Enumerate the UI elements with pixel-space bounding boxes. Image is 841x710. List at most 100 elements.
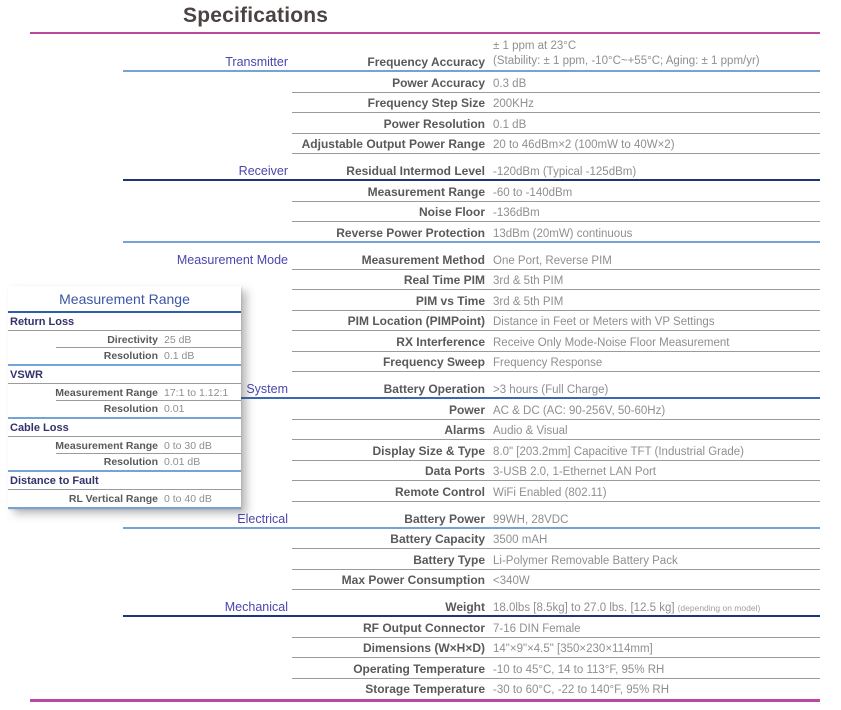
row-label: Max Power Consumption (341, 573, 485, 587)
sidebar-row: Resolution 0.01 dB (8, 454, 241, 471)
row-label: Measurement Method (361, 252, 485, 267)
row-separator (123, 615, 820, 617)
spec-row: RF Output Connector 7-16 DIN Female (0, 617, 820, 638)
row-value: 14"×9"×4.5" [350×230×114mm] (485, 643, 820, 655)
sidebar-row-label: Measurement Range (55, 386, 158, 399)
row-label: Alarms (444, 423, 485, 437)
row-value-text: One Port, Reverse PIM (493, 254, 612, 267)
section-label: System (246, 382, 288, 396)
row-value-text: -136dBm (493, 207, 540, 219)
row-separator (123, 397, 820, 399)
sidebar-group: Distance to Fault RL Vertical Range 0 to 4… (8, 470, 241, 509)
sidebar-row: Measurement Range 0 to 30 dB (8, 437, 241, 454)
sidebar-row-value: 0.1 dB (164, 350, 195, 362)
spec-row: Remote Control WiFi Enabled (802.11) (0, 481, 820, 502)
sidebar-row-separator (56, 346, 241, 348)
spec-row: Transmitter Frequency Accuracy ± 1 ppm at … (0, 38, 820, 72)
row-value: One Port, Reverse PIM (485, 255, 820, 267)
title-rule-top (30, 32, 820, 34)
sidebar-row: Measurement Range 17:1 to 1.12:1 (8, 384, 241, 401)
row-label: Noise Floor (418, 205, 485, 219)
row-label: Remote Control (395, 484, 485, 499)
row-label: Power Resolution (383, 116, 485, 131)
sidebar-row-value: 25 dB (164, 333, 192, 346)
row-separator (292, 371, 820, 372)
row-label: Real Time PIM (403, 273, 485, 287)
row-separator (292, 350, 820, 352)
row-value-text: 8.0" [203.2mm] Capacitive TFT (Industria… (493, 445, 745, 458)
spec-row: Battery Capacity 3500 mAH (0, 529, 820, 549)
sidebar-group-header: VSWR (8, 366, 241, 384)
row-separator (292, 91, 820, 93)
row-separator (292, 153, 820, 154)
row-label: Reverse Power Protection (336, 225, 485, 240)
page-title: Specifications (183, 4, 329, 27)
row-value-text: WiFi Enabled (802.11) (493, 486, 607, 499)
row-separator (292, 480, 820, 481)
row-value-text: >3 hours (Full Charge) (493, 384, 609, 396)
row-separator (292, 568, 820, 570)
spec-row: RX Interference Receive Only Mode-Noise F… (0, 331, 820, 352)
row-value-text: Receive Only Mode-Noise Floor Measuremen… (493, 336, 730, 349)
row-value: Distance in Feet or Meters with VP Setti… (485, 316, 820, 328)
row-value-text: Audio & Visual (493, 425, 568, 437)
sidebar-row-label: Resolution (103, 456, 158, 468)
spec-row: Operating Temperature -10 to 45°C, 14 to … (0, 658, 820, 679)
row-label: Dimensions (W×H×D) (362, 641, 485, 655)
row-value-text: -60 to -140dBm (493, 186, 573, 199)
row-separator (292, 200, 820, 202)
sidebar-row-separator (56, 452, 241, 454)
sidebar-row-value: 17:1 to 1.12:1 (164, 386, 229, 399)
spec-row: Measurement Mode Measurement Method One Po… (0, 243, 820, 270)
row-value-text: AC & DC (AC: 90-256V, 50-60Hz) (493, 404, 666, 417)
row-label: Measurement Range (367, 184, 485, 199)
row-separator (123, 70, 820, 72)
sidebar-group-header: Cable Loss (8, 419, 241, 437)
row-label: Residual Intermod Level (346, 164, 485, 178)
row-value: >3 hours (Full Charge) (485, 384, 820, 396)
title-rule-bottom (30, 699, 820, 702)
sidebar-group: Cable Loss Measurement Range 0 to 30 dB Res… (8, 417, 241, 470)
row-label: RX Interference (396, 334, 485, 349)
sidebar-row-label: Resolution (103, 403, 158, 415)
row-separator (292, 418, 820, 420)
row-value-text: 200KHz (493, 98, 534, 110)
row-separator (292, 459, 820, 461)
spec-row: PIM vs Time 3rd & 5th PIM (0, 290, 820, 311)
sidebar-group-header: Return Loss (8, 313, 241, 331)
row-value-text: 13dBm (20mW) continuous (493, 227, 633, 240)
row-value: 20 to 46dBm×2 (100mW to 40W×2) (485, 139, 820, 151)
row-value-text: <340W (493, 575, 530, 587)
row-value-text: 3500 mAH (493, 534, 548, 546)
section-label: Measurement Mode (176, 252, 288, 267)
row-value: -120dBm (Typical -125dBm) (485, 166, 820, 178)
row-label: Adjustable Output Power Range (301, 137, 485, 151)
row-value-text: -120dBm (Typical -125dBm) (493, 166, 637, 178)
row-label: Frequency Accuracy (367, 55, 485, 69)
sidebar-group: Return Loss Directivity 25 dB Resolution 0.1… (8, 313, 241, 364)
spec-row: Dimensions (W×H×D) 14"×9"×4.5" [350×230×1… (0, 638, 820, 658)
spec-row: Power Resolution 0.1 dB (0, 113, 820, 134)
row-separator (292, 289, 820, 290)
measurement-range-card: Measurement Range Return Loss Directivity… (8, 286, 241, 509)
spec-row: PIM Location (PIMPoint) Distance in Feet … (0, 311, 820, 331)
row-value: AC & DC (AC: 90-256V, 50-60Hz) (485, 405, 820, 417)
spec-row: Power AC & DC (AC: 90-256V, 50-60Hz) (0, 399, 820, 420)
row-value-text: 0.1 dB (493, 118, 527, 131)
row-label: Battery Operation (383, 382, 485, 396)
row-separator (292, 657, 820, 658)
sidebar-row-value: 0.01 dB (164, 456, 201, 468)
sidebar-row-label: Measurement Range (55, 439, 158, 452)
row-value: 99WH, 28VDC (485, 514, 820, 526)
row-value-text: 3rd & 5th PIM (493, 275, 564, 287)
row-label: Storage Temperature (365, 682, 485, 696)
section-label: Mechanical (224, 600, 288, 614)
spec-table: Transmitter Frequency Accuracy ± 1 ppm at … (0, 38, 820, 699)
sidebar-group-header: Distance to Fault (8, 472, 241, 490)
row-value-text: -30 to 60°C, -22 to 140°F, 95% RH (493, 684, 670, 696)
row-value: -60 to -140dBm (485, 187, 820, 199)
row-separator (292, 112, 820, 113)
row-value: 200KHz (485, 98, 820, 110)
spec-row: Adjustable Output Power Range 20 to 46dBm… (0, 134, 820, 154)
